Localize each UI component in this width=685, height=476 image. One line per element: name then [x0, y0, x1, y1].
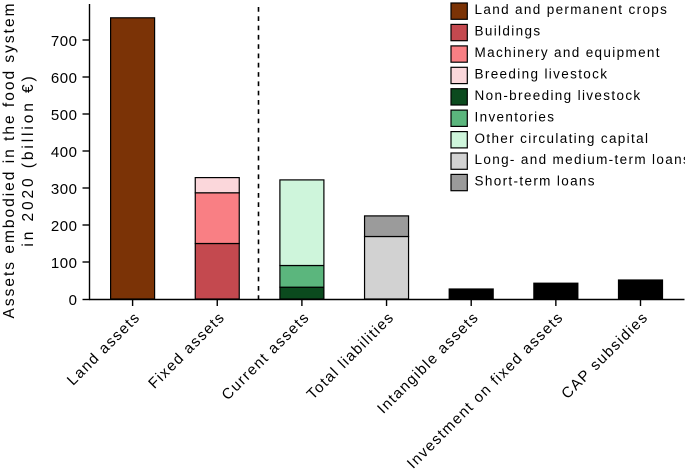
svg-text:Buildings: Buildings	[475, 24, 542, 39]
svg-text:600: 600	[51, 70, 78, 87]
svg-text:0: 0	[69, 292, 78, 309]
svg-text:500: 500	[51, 107, 78, 124]
svg-text:Machinery and equipment: Machinery and equipment	[475, 45, 661, 60]
svg-text:Short-term loans: Short-term loans	[475, 174, 596, 189]
svg-text:700: 700	[51, 33, 78, 50]
svg-text:Assets embodied in the food sy: Assets embodied in the food system	[1, 2, 18, 319]
svg-text:Other circulating capital: Other circulating capital	[475, 131, 650, 146]
svg-text:300: 300	[51, 181, 78, 198]
svg-text:Non-breeding livestock: Non-breeding livestock	[475, 88, 642, 103]
svg-text:in 2020 (billion €): in 2020 (billion €)	[20, 73, 37, 246]
svg-text:400: 400	[51, 144, 78, 161]
svg-text:100: 100	[51, 255, 78, 272]
svg-text:Inventories: Inventories	[475, 109, 556, 124]
svg-text:Breeding livestock: Breeding livestock	[475, 67, 609, 82]
svg-text:Long- and medium-term loans: Long- and medium-term loans	[475, 152, 685, 167]
svg-text:200: 200	[51, 218, 78, 235]
svg-text:Land and permanent crops: Land and permanent crops	[475, 2, 669, 17]
